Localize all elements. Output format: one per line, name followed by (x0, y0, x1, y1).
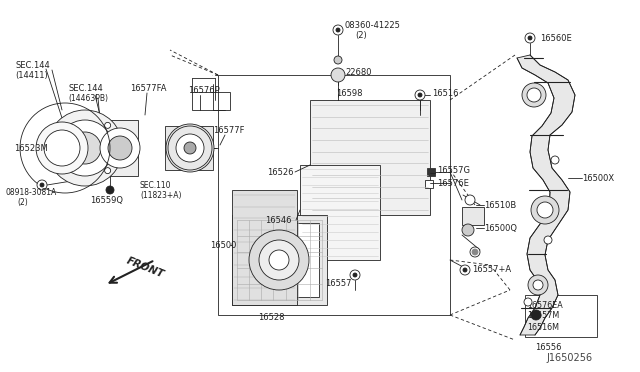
Text: 16500X: 16500X (582, 173, 614, 183)
Text: J1650256: J1650256 (547, 353, 593, 363)
Bar (425, 180, 433, 188)
Text: 16500: 16500 (210, 241, 236, 250)
Text: 16577F: 16577F (213, 125, 244, 135)
Bar (300, 165, 380, 260)
Circle shape (104, 168, 111, 174)
Circle shape (44, 130, 80, 166)
Circle shape (47, 110, 123, 186)
Bar (218, 75, 450, 315)
Circle shape (36, 122, 88, 174)
Circle shape (333, 25, 343, 35)
Text: 16526: 16526 (267, 167, 294, 176)
Circle shape (37, 180, 47, 190)
Circle shape (525, 33, 535, 43)
Circle shape (353, 273, 357, 277)
Text: (2): (2) (355, 31, 367, 39)
Text: 08918-3081A: 08918-3081A (5, 187, 56, 196)
Circle shape (527, 88, 541, 102)
Text: 08360-41225: 08360-41225 (345, 20, 401, 29)
Circle shape (69, 132, 101, 164)
Circle shape (106, 186, 114, 194)
Circle shape (465, 195, 475, 205)
Circle shape (176, 134, 204, 162)
Bar (240, 223, 319, 297)
Bar (310, 100, 430, 215)
Text: 16516: 16516 (432, 89, 458, 97)
Circle shape (463, 268, 467, 272)
Circle shape (249, 230, 309, 290)
Bar (93, 120, 138, 176)
Circle shape (108, 136, 132, 160)
Text: 16557G: 16557G (437, 166, 470, 174)
Text: SEC.110: SEC.110 (140, 180, 172, 189)
Circle shape (522, 83, 546, 107)
Bar (427, 168, 435, 176)
Circle shape (336, 28, 340, 32)
Text: (2): (2) (17, 198, 28, 206)
Text: 16516M: 16516M (527, 323, 559, 331)
Text: (11823+A): (11823+A) (140, 190, 182, 199)
Circle shape (166, 124, 214, 172)
Text: 16500Q: 16500Q (484, 224, 517, 232)
Circle shape (334, 56, 342, 64)
Text: (14411): (14411) (15, 71, 48, 80)
Circle shape (168, 126, 212, 170)
Circle shape (269, 250, 289, 270)
Circle shape (460, 265, 470, 275)
Circle shape (259, 240, 299, 280)
Circle shape (528, 36, 532, 40)
Circle shape (462, 224, 474, 236)
Circle shape (175, 133, 205, 163)
Bar (232, 190, 297, 305)
Circle shape (472, 249, 478, 255)
Circle shape (100, 128, 140, 168)
Text: (14463PB): (14463PB) (68, 93, 108, 103)
Circle shape (104, 122, 111, 128)
Circle shape (350, 270, 360, 280)
Text: SEC.144: SEC.144 (15, 61, 50, 70)
Polygon shape (517, 55, 575, 335)
Text: 16598: 16598 (336, 89, 362, 97)
Text: 16559Q: 16559Q (90, 196, 123, 205)
Circle shape (531, 196, 559, 224)
Bar (525, 295, 597, 337)
Text: 22680: 22680 (345, 67, 371, 77)
Text: 16557M: 16557M (527, 311, 559, 321)
Bar (165, 126, 213, 170)
Circle shape (415, 90, 425, 100)
Circle shape (331, 68, 345, 82)
Circle shape (182, 140, 198, 156)
Text: 16523M: 16523M (14, 144, 48, 153)
Circle shape (57, 120, 113, 176)
Circle shape (544, 236, 552, 244)
Text: 16510B: 16510B (484, 201, 516, 209)
Text: FRONT: FRONT (125, 256, 165, 280)
Circle shape (537, 202, 553, 218)
Text: 16557+A: 16557+A (472, 266, 511, 275)
Circle shape (470, 247, 480, 257)
Circle shape (60, 122, 65, 128)
Text: 16528: 16528 (258, 314, 285, 323)
Text: SEC.144: SEC.144 (68, 83, 103, 93)
Circle shape (531, 310, 541, 320)
Text: 16546: 16546 (265, 215, 291, 224)
Bar (462, 207, 484, 225)
Circle shape (551, 156, 559, 164)
Circle shape (40, 183, 44, 187)
Bar (192, 92, 230, 110)
Circle shape (60, 168, 65, 174)
Text: 16560E: 16560E (540, 33, 572, 42)
Bar (232, 215, 327, 305)
Circle shape (524, 298, 532, 306)
Circle shape (533, 280, 543, 290)
Text: 16576EA: 16576EA (527, 301, 563, 310)
Text: 16577FA: 16577FA (130, 83, 166, 93)
Circle shape (418, 93, 422, 97)
Text: 16576P: 16576P (188, 86, 220, 94)
Circle shape (528, 275, 548, 295)
Text: 16557: 16557 (325, 279, 351, 288)
Text: 16576E: 16576E (437, 179, 469, 187)
Text: 16556: 16556 (535, 343, 561, 353)
Circle shape (184, 142, 196, 154)
